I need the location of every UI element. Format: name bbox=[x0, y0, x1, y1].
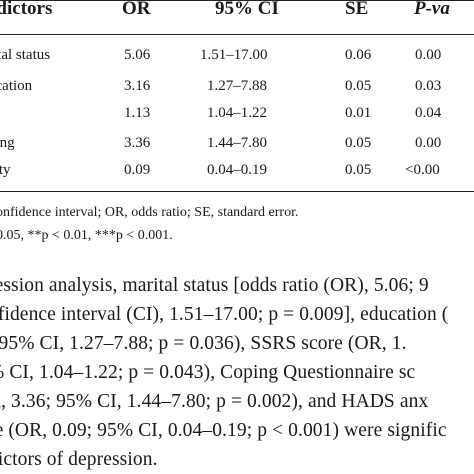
row-predictor: iety bbox=[0, 162, 11, 178]
table-header-rule bbox=[0, 34, 474, 35]
row-se: 0.05 bbox=[345, 162, 372, 178]
body-text-line: dictors of depression. bbox=[0, 449, 158, 470]
row-predictor: ping bbox=[0, 135, 15, 151]
row-or: 3.36 bbox=[124, 135, 151, 151]
row-or: 5.06 bbox=[124, 47, 151, 63]
row-or: 1.13 bbox=[124, 105, 151, 121]
body-text-line: nfidence interval (CI), 1.51–17.00; p = … bbox=[0, 304, 449, 325]
row-ci: 1.04–1.22 bbox=[207, 105, 267, 121]
header-se: SE bbox=[345, 0, 369, 19]
row-p: 0.00 bbox=[415, 135, 442, 151]
row-p: 0.00 bbox=[415, 47, 442, 63]
body-text-line: % CI, 1.04–1.22; p = 0.043), Coping Ques… bbox=[0, 362, 416, 383]
header-or: OR bbox=[122, 0, 151, 19]
body-text-line: R, 3.36; 95% CI, 1.44–7.80; p = 0.002), … bbox=[0, 391, 429, 412]
row-ci: 1.44–7.80 bbox=[207, 135, 267, 151]
row-se: 0.01 bbox=[345, 105, 372, 121]
row-p: 0.04 bbox=[415, 105, 442, 121]
row-p: 0.03 bbox=[415, 78, 442, 94]
row-se: 0.06 bbox=[345, 47, 372, 63]
row-predictor: rital status bbox=[0, 47, 51, 63]
body-text-line: ; 95% CI, 1.27–7.88; p = 0.036), SSRS sc… bbox=[0, 333, 407, 354]
table-footnote-significance: 0.05, **p < 0.01, ***p < 0.001. bbox=[0, 228, 173, 243]
header-ci: 95% CI bbox=[215, 0, 279, 19]
row-p: <0.00 bbox=[405, 162, 440, 178]
table-top-rule bbox=[0, 0, 474, 1]
table-bottom-rule bbox=[0, 191, 474, 192]
row-ci: 0.04–0.19 bbox=[207, 162, 267, 178]
row-or: 0.09 bbox=[124, 162, 151, 178]
header-predictors: edictors bbox=[0, 0, 53, 19]
body-text-line: re (OR, 0.09; 95% CI, 0.04–0.19; p < 0.0… bbox=[0, 420, 447, 441]
row-se: 0.05 bbox=[345, 78, 372, 94]
table-footnote-abbreviations: onfidence interval; OR, odds ratio; SE, … bbox=[0, 205, 299, 220]
body-text-line: ression analysis, marital status [odds r… bbox=[0, 275, 429, 296]
row-predictor: ucation bbox=[0, 78, 33, 94]
header-p-value: P-va bbox=[414, 0, 450, 19]
row-ci: 1.27–7.88 bbox=[207, 78, 267, 94]
row-or: 3.16 bbox=[124, 78, 151, 94]
row-se: 0.05 bbox=[345, 135, 372, 151]
row-ci: 1.51–17.00 bbox=[200, 47, 268, 63]
